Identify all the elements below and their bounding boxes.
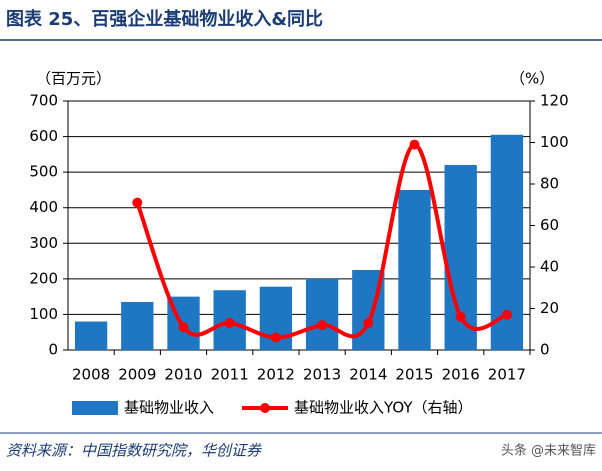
x-tick-label: 2010 (164, 366, 202, 384)
y-tick-label: 500 (29, 163, 58, 181)
y-tick-label: 0 (48, 341, 58, 359)
chart-title: 图表 25、百强企业基础物业收入&同比 (6, 8, 323, 30)
x-tick-label: 2013 (303, 366, 341, 384)
y2-tick-label: 60 (540, 216, 559, 234)
bar (305, 278, 339, 350)
y2-tick-label: 0 (540, 341, 550, 359)
y-tick-label: 100 (29, 305, 58, 323)
y-tick-label: 300 (29, 234, 58, 252)
y-axis-label: （百万元） (36, 70, 111, 88)
x-tick-label: 2017 (488, 366, 526, 384)
line-point (363, 318, 374, 329)
y-tick-label: 400 (29, 198, 58, 216)
x-tick-label: 2011 (211, 366, 249, 384)
y2-tick-label: 120 (540, 92, 569, 110)
x-tick-label: 2009 (118, 366, 156, 384)
x-tick-label: 2008 (72, 366, 110, 384)
line (135, 142, 508, 340)
y-tick-label: 200 (29, 269, 58, 287)
y-tick-label: 700 (29, 92, 58, 110)
line-point (501, 309, 512, 320)
legend-swatch (260, 403, 271, 413)
x-tick-label: 2012 (257, 366, 295, 384)
y2-tick-label: 40 (540, 258, 559, 276)
x-tick-label: 2015 (395, 366, 433, 384)
y2-tick-label: 100 (540, 133, 569, 151)
legend-label: 基础物业收入YOY（右轴） (294, 399, 473, 417)
x-tick-label: 2016 (442, 366, 480, 384)
line-point (224, 318, 235, 329)
watermark: 头条 @未来智库 (501, 443, 596, 459)
line-point (132, 197, 143, 208)
x-tick-label: 2014 (349, 366, 387, 384)
bar (398, 189, 431, 350)
bar (444, 165, 477, 350)
bar (121, 301, 154, 350)
line-point (455, 311, 466, 322)
source: 资料来源：中国指数研究院，华创证券 (6, 442, 262, 460)
line-point (409, 139, 420, 150)
y2-tick-label: 20 (540, 299, 559, 317)
y2-axis-label: （%） (510, 70, 554, 88)
y2-tick-label: 80 (540, 175, 559, 193)
y-tick-label: 600 (29, 127, 58, 145)
legend-label: 基础物业收入 (124, 399, 214, 417)
legend-swatch (72, 401, 118, 415)
bar (74, 321, 108, 350)
line-point (178, 322, 189, 333)
line-point (270, 332, 281, 343)
line-point (317, 320, 328, 331)
